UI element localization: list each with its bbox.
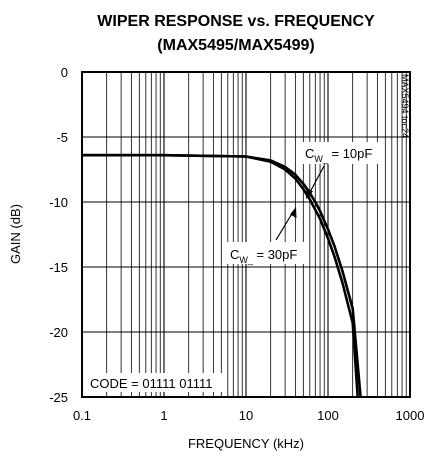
x-tick-label: 1000: [396, 408, 425, 423]
y-tick-label: -25: [49, 390, 68, 405]
watermark-label: MAX5494 toc24: [400, 74, 410, 138]
y-axis-label: GAIN (dB): [8, 204, 23, 264]
y-tick-label: -20: [49, 325, 68, 340]
grid: [82, 72, 410, 397]
series-label-10pf: CW_ = 10pF: [305, 146, 372, 164]
arrowhead-30pf: [290, 207, 297, 218]
x-axis-label: FREQUENCY (kHz): [188, 436, 304, 451]
x-tick-label: 100: [317, 408, 339, 423]
x-tick-label: 1: [160, 408, 167, 423]
chart-title-line-1: WIPER RESPONSE vs. FREQUENCY: [97, 13, 375, 30]
series-line-1: [82, 153, 359, 398]
label-box-30pf: [226, 242, 306, 264]
x-tick-label: 10: [239, 408, 253, 423]
arrow-10pf: [308, 165, 325, 195]
plot-frame: [81, 71, 411, 398]
chart-title-line-2: (MAX5495/MAX5499): [157, 37, 314, 54]
code-label: CODE = 01111 01111: [90, 376, 213, 391]
arrowhead-10pf: [306, 188, 313, 199]
arrow-30pf: [275, 211, 294, 241]
y-tick-label: -10: [49, 195, 68, 210]
series-label-30pf: CW_ = 30pF: [230, 247, 297, 265]
code-label-box: [87, 373, 227, 392]
label-box-10pf: [301, 142, 383, 164]
y-tick-label: -5: [56, 130, 68, 145]
tick-labels: 0.1 1 10 100 1000 0 -5 -10 -15 -20 -25: [49, 65, 424, 423]
y-tick-label: -15: [49, 260, 68, 275]
y-tick-label: 0: [61, 65, 68, 80]
x-tick-label: 0.1: [73, 408, 91, 423]
